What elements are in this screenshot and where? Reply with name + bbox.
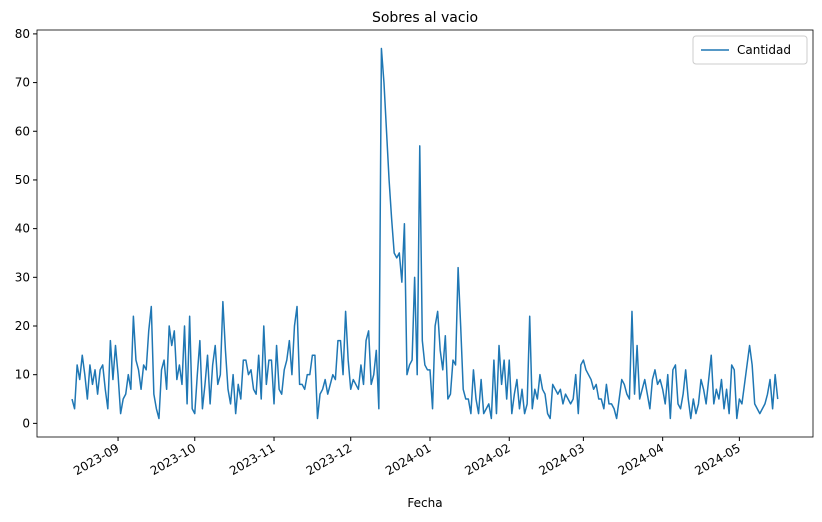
line-series	[71, 47, 779, 420]
y-tick-label: 50	[15, 173, 30, 187]
x-tick-label: 2023-12	[304, 441, 354, 478]
x-axis-label: Fecha	[407, 496, 442, 510]
legend-label: Cantidad	[737, 43, 791, 57]
y-tick-label: 20	[15, 319, 30, 333]
x-tick-label: 2024-02	[462, 441, 512, 478]
legend-box	[692, 35, 808, 65]
x-tick-label: 2023-10	[148, 441, 198, 478]
x-tick-label: 2023-11	[227, 441, 277, 478]
x-tick-label: 2024-03	[536, 441, 586, 478]
x-tick-label: 2024-05	[692, 441, 742, 478]
y-tick-label: 10	[15, 368, 30, 382]
axes-frame	[36, 29, 814, 438]
x-tick-label: 2024-01	[383, 441, 433, 478]
y-tick-label: 70	[15, 76, 30, 90]
y-tick-label: 0	[22, 416, 30, 430]
y-tick-label: 80	[15, 27, 30, 41]
y-tick-label: 30	[15, 270, 30, 284]
chart-title: Sobres al vacio	[372, 10, 478, 26]
y-tick-label: 60	[15, 124, 30, 138]
x-tick-label: 2023-09	[71, 441, 121, 478]
y-tick-label: 40	[15, 222, 30, 236]
x-tick-label: 2024-04	[616, 441, 666, 478]
